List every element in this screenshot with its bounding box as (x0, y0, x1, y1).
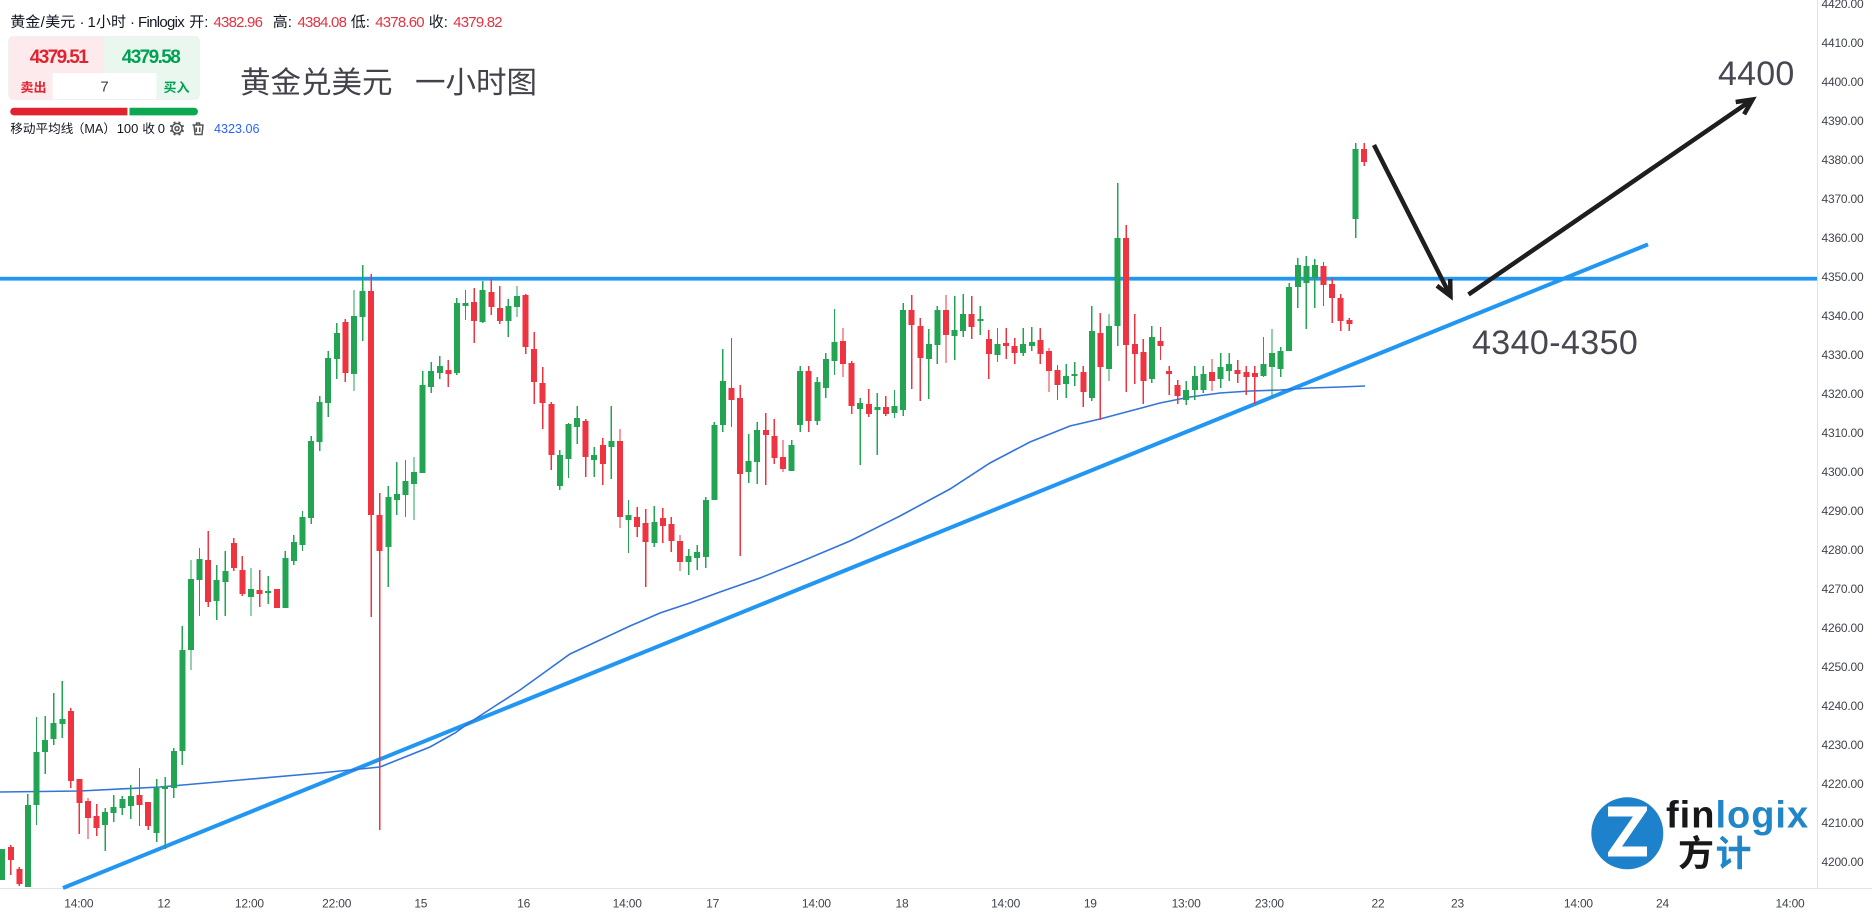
svg-text:·: · (80, 14, 85, 31)
svg-text:23:00: 23:00 (1255, 897, 1285, 911)
svg-text:4382.96: 4382.96 (214, 14, 263, 31)
svg-text:4290.00: 4290.00 (1822, 504, 1865, 518)
svg-text:4400.00: 4400.00 (1822, 75, 1865, 89)
svg-text:4410.00: 4410.00 (1822, 36, 1865, 50)
svg-text:14:00: 14:00 (1775, 897, 1805, 911)
svg-text::: : (204, 14, 208, 31)
svg-text:4350.00: 4350.00 (1822, 270, 1865, 284)
svg-text:4300.00: 4300.00 (1822, 465, 1865, 479)
svg-text:4260.00: 4260.00 (1822, 621, 1865, 635)
svg-text:14:00: 14:00 (802, 897, 832, 911)
svg-text:16: 16 (517, 897, 530, 911)
svg-text:13:00: 13:00 (1172, 897, 1202, 911)
svg-text:4210.00: 4210.00 (1822, 816, 1865, 830)
svg-text:4360.00: 4360.00 (1822, 231, 1865, 245)
svg-text:4250.00: 4250.00 (1822, 660, 1865, 674)
svg-text:15: 15 (414, 897, 427, 911)
svg-text:4390.00: 4390.00 (1822, 114, 1865, 128)
svg-text:23: 23 (1451, 897, 1464, 911)
svg-text::: : (288, 14, 292, 31)
svg-text:4330.00: 4330.00 (1822, 348, 1865, 362)
svg-text:/: / (41, 14, 46, 31)
svg-text:0: 0 (158, 121, 165, 136)
svg-text:4420.00: 4420.00 (1822, 0, 1865, 11)
svg-text:4370.00: 4370.00 (1822, 192, 1865, 206)
svg-text:finlogix: finlogix (1666, 795, 1809, 837)
svg-text:4220.00: 4220.00 (1822, 777, 1865, 791)
svg-text:100: 100 (117, 121, 139, 136)
svg-text:14:00: 14:00 (991, 897, 1021, 911)
svg-text:4384.08: 4384.08 (298, 14, 347, 31)
svg-text:12:00: 12:00 (235, 897, 265, 911)
svg-text:4323.06: 4323.06 (214, 122, 260, 136)
svg-text:4320.00: 4320.00 (1822, 387, 1865, 401)
svg-text:4378.60: 4378.60 (375, 14, 424, 31)
svg-text:4379.51: 4379.51 (30, 47, 90, 68)
svg-text::: : (444, 14, 448, 31)
svg-text:4280.00: 4280.00 (1822, 543, 1865, 557)
svg-text:14:00: 14:00 (613, 897, 643, 911)
svg-text:12: 12 (157, 897, 170, 911)
svg-text:MA: MA (84, 122, 103, 136)
svg-text:4379.58: 4379.58 (122, 47, 181, 68)
svg-text:22: 22 (1372, 897, 1385, 911)
svg-text:19: 19 (1084, 897, 1097, 911)
svg-text:Finlogix: Finlogix (138, 14, 185, 31)
svg-text:4310.00: 4310.00 (1822, 426, 1865, 440)
svg-text::: : (366, 14, 370, 31)
svg-text:4340-4350: 4340-4350 (1472, 324, 1638, 362)
svg-text:4379.82: 4379.82 (453, 14, 502, 31)
svg-text:4380.00: 4380.00 (1822, 153, 1865, 167)
svg-text:4240.00: 4240.00 (1822, 699, 1865, 713)
svg-text:24: 24 (1656, 897, 1669, 911)
svg-text:4270.00: 4270.00 (1822, 582, 1865, 596)
svg-text:1: 1 (88, 14, 96, 31)
svg-text:4340.00: 4340.00 (1822, 309, 1865, 323)
svg-text:17: 17 (706, 897, 719, 911)
svg-text:22:00: 22:00 (322, 897, 352, 911)
svg-text:4200.00: 4200.00 (1822, 855, 1865, 869)
svg-text:4230.00: 4230.00 (1822, 738, 1865, 752)
svg-text:14:00: 14:00 (1564, 897, 1594, 911)
svg-text:·: · (130, 14, 135, 31)
svg-text:7: 7 (100, 79, 108, 96)
svg-text:14:00: 14:00 (64, 897, 94, 911)
svg-text:4400: 4400 (1718, 55, 1794, 93)
svg-text:18: 18 (896, 897, 909, 911)
